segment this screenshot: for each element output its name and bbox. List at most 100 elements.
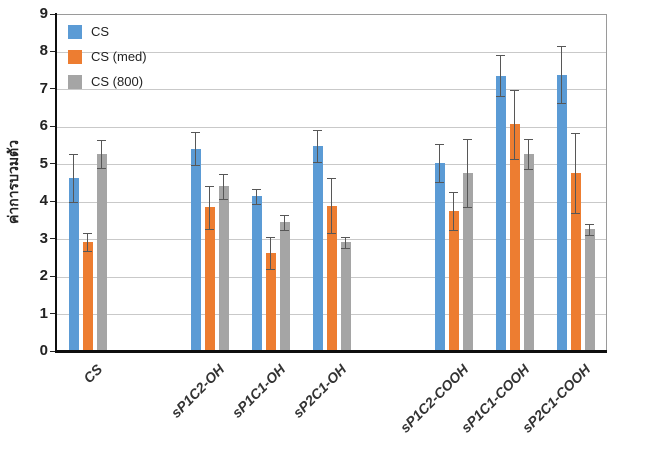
error-bar-cap-top [252, 188, 261, 190]
error-bar-cap-top [266, 236, 275, 238]
error-bar [528, 139, 529, 170]
x-tick-label: CS [79, 361, 105, 387]
error-bar [209, 185, 210, 230]
bar [96, 154, 107, 352]
error-bar-cap-top [571, 132, 580, 134]
error-bar-cap-bottom [496, 95, 505, 97]
bar [523, 154, 534, 352]
bar [265, 252, 276, 352]
bar [82, 242, 93, 352]
error-bar [317, 130, 318, 162]
legend-swatch-icon [68, 49, 82, 64]
error-bar [87, 233, 88, 252]
bar [509, 124, 520, 352]
error-bar-cap-bottom [83, 251, 92, 253]
error-bar [561, 46, 562, 104]
x-axis-line [55, 350, 607, 353]
error-bar-cap-bottom [449, 229, 458, 231]
legend: CS CS (med) CS (800) [68, 24, 147, 99]
error-bar-cap-top [496, 55, 505, 57]
legend-item: CS (med) [68, 49, 147, 64]
error-bar-cap-bottom [510, 159, 519, 161]
legend-swatch-icon [68, 74, 82, 89]
error-bar-cap-bottom [280, 229, 289, 231]
y-tick-mark [50, 238, 55, 240]
y-tick-mark [50, 163, 55, 165]
y-tick-label: 1 [39, 304, 48, 322]
y-tick-label: 2 [39, 267, 48, 285]
y-tick-mark [50, 125, 55, 127]
bar [570, 173, 581, 352]
error-bar [284, 214, 285, 230]
error-bar [453, 192, 454, 230]
y-tick-label: 0 [39, 342, 48, 359]
error-bar-cap-top [280, 214, 289, 216]
error-bar [439, 144, 440, 182]
error-bar [514, 89, 515, 160]
y-tick-label: 6 [39, 117, 48, 135]
bar [251, 196, 262, 352]
y-tick-mark [50, 275, 55, 277]
y-tick-mark [50, 13, 55, 15]
error-bar-cap-bottom [97, 168, 106, 170]
legend-item: CS (800) [68, 74, 147, 89]
error-bar-cap-bottom [219, 198, 228, 200]
error-bar [101, 140, 102, 169]
error-bar-cap-bottom [327, 233, 336, 235]
y-tick-label: 9 [39, 5, 48, 22]
error-bar-cap-top [585, 223, 594, 225]
bar [190, 148, 201, 352]
legend-swatch-icon [68, 24, 82, 39]
bar [68, 177, 79, 352]
error-bar [345, 237, 346, 248]
error-bar-cap-top [313, 130, 322, 132]
y-tick-mark [50, 313, 55, 315]
y-tick-mark [50, 50, 55, 52]
error-bar-cap-top [83, 233, 92, 235]
error-bar-cap-bottom [435, 181, 444, 183]
legend-label: CS (med) [91, 49, 147, 64]
legend-label: CS (800) [91, 74, 144, 89]
error-bar-cap-bottom [252, 203, 261, 205]
error-bar-cap-bottom [557, 103, 566, 105]
error-bar-cap-top [219, 174, 228, 176]
error-bar-cap-top [341, 237, 350, 239]
plot-area [57, 14, 607, 352]
bar [584, 229, 595, 352]
error-bar-cap-top [510, 89, 519, 91]
bar [462, 173, 473, 352]
bar [340, 242, 351, 352]
error-bar-cap-bottom [191, 165, 200, 167]
y-axis-title: ค่าการบวมตัว [5, 139, 21, 225]
gridline [57, 164, 606, 166]
bar [448, 211, 459, 352]
error-bar-cap-top [463, 139, 472, 141]
gridline [57, 126, 606, 128]
error-bar [256, 188, 257, 204]
bar [218, 186, 229, 352]
error-bar-cap-bottom [266, 268, 275, 270]
error-bar-cap-bottom [571, 213, 580, 215]
y-tick-mark [50, 200, 55, 202]
error-bar [500, 55, 501, 96]
bar [326, 205, 337, 352]
error-bar-cap-bottom [69, 201, 78, 203]
bar [204, 207, 215, 352]
error-bar-cap-bottom [313, 161, 322, 163]
error-bar [467, 139, 468, 207]
bar [279, 222, 290, 352]
y-tick-label: 7 [39, 79, 48, 97]
error-bar-cap-bottom [463, 206, 472, 208]
error-bar-cap-top [97, 140, 106, 142]
legend-item: CS [68, 24, 147, 39]
y-tick-label: 8 [39, 42, 48, 60]
gridline [57, 89, 606, 91]
error-bar-cap-top [327, 177, 336, 179]
error-bar [270, 236, 271, 269]
error-bar-cap-top [69, 153, 78, 155]
y-tick-label: 3 [39, 229, 48, 247]
error-bar-cap-top [205, 185, 214, 187]
error-bar-cap-top [449, 192, 458, 194]
bar [312, 146, 323, 352]
